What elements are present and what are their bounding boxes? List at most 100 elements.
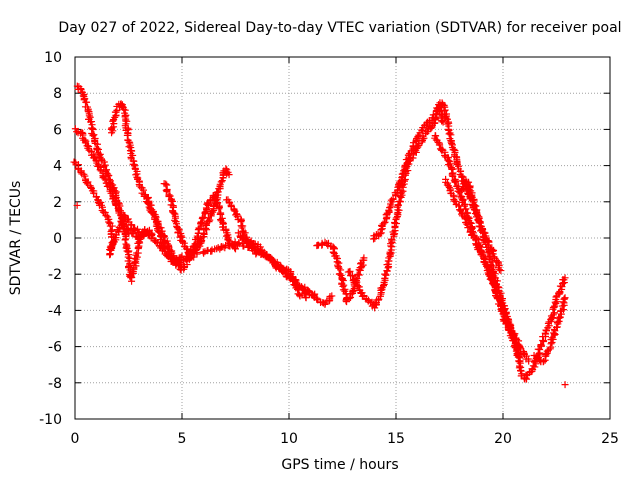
x-tick-label: 0 [71, 431, 80, 447]
data-point [550, 309, 558, 317]
data-point [381, 218, 389, 226]
data-point [432, 107, 440, 115]
data-point [540, 337, 548, 345]
data-point [302, 294, 310, 302]
data-point [516, 357, 524, 365]
series-arc-11 [313, 238, 368, 306]
data-points [70, 82, 569, 389]
data-point [561, 294, 569, 302]
data-point [383, 261, 391, 269]
data-point [121, 236, 129, 244]
data-point [102, 166, 110, 174]
data-point [428, 123, 436, 131]
data-point [87, 183, 95, 191]
x-tick-label: 25 [601, 431, 619, 447]
data-point [104, 172, 112, 180]
data-point [465, 185, 473, 193]
data-point [495, 266, 503, 274]
data-point [385, 254, 393, 262]
data-point [536, 346, 544, 354]
data-point [93, 146, 101, 154]
data-point [542, 350, 550, 358]
data-point [414, 133, 422, 141]
data-point [349, 272, 357, 280]
data-point [482, 260, 490, 268]
data-point [435, 141, 443, 149]
data-point [162, 180, 170, 188]
x-tick-label: 5 [178, 431, 187, 447]
data-point [283, 265, 291, 273]
x-axis-label: GPS time / hours [281, 457, 398, 473]
data-point [146, 204, 154, 212]
data-point [184, 245, 192, 253]
data-point [349, 286, 357, 294]
data-point [444, 156, 452, 164]
data-point [476, 219, 484, 227]
data-point [453, 161, 461, 169]
data-point [559, 306, 567, 314]
data-point [118, 102, 126, 110]
data-point [352, 279, 360, 287]
data-point [135, 229, 143, 237]
data-point [495, 294, 503, 302]
series-arc-15 [442, 175, 533, 365]
data-point [379, 282, 387, 290]
data-point [178, 252, 186, 260]
series-arc-18 [530, 294, 569, 366]
data-point [445, 183, 453, 191]
data-point [525, 357, 533, 365]
data-point [360, 254, 368, 262]
y-tick-label: 6 [53, 122, 62, 138]
data-point [561, 381, 569, 389]
data-point [215, 203, 223, 211]
data-point [148, 230, 156, 238]
data-point [215, 205, 223, 213]
data-point [455, 187, 463, 195]
data-point [147, 229, 155, 237]
y-tick-label: -6 [48, 340, 62, 356]
data-point [398, 170, 406, 178]
data-point [77, 85, 85, 93]
data-point [490, 253, 498, 261]
data-point [549, 335, 557, 343]
data-point [205, 200, 213, 208]
data-point [467, 192, 475, 200]
data-point [106, 251, 114, 259]
data-point [404, 151, 412, 159]
y-tick-label: 10 [44, 50, 62, 66]
data-point [491, 286, 499, 294]
data-point [392, 214, 400, 222]
data-point [445, 130, 453, 138]
data-point [448, 140, 456, 148]
data-point [183, 245, 191, 253]
data-point [225, 171, 233, 179]
y-tick-label: -2 [48, 267, 62, 283]
data-point [107, 180, 115, 188]
data-point [441, 106, 449, 114]
data-point [90, 189, 98, 197]
y-tick-label: 2 [53, 195, 62, 211]
data-point [101, 161, 109, 169]
series-arc-7 [190, 191, 239, 253]
data-point [561, 274, 569, 282]
data-point [124, 215, 132, 223]
data-point [109, 239, 117, 247]
data-point [194, 235, 202, 243]
data-point [105, 171, 113, 179]
data-point [497, 267, 505, 275]
data-point [172, 260, 180, 268]
data-point [217, 178, 225, 186]
data-point [159, 240, 167, 248]
data-point [345, 268, 353, 276]
series-point-1 [73, 201, 81, 209]
data-point [209, 208, 217, 216]
y-tick-label: -4 [48, 303, 62, 319]
data-point [163, 187, 171, 195]
data-point [128, 229, 136, 237]
data-point [177, 253, 185, 261]
data-point [170, 209, 178, 217]
y-tick-label: 0 [53, 231, 62, 247]
y-tick-label: -10 [39, 412, 62, 428]
data-point [150, 210, 158, 218]
data-point [481, 229, 489, 237]
